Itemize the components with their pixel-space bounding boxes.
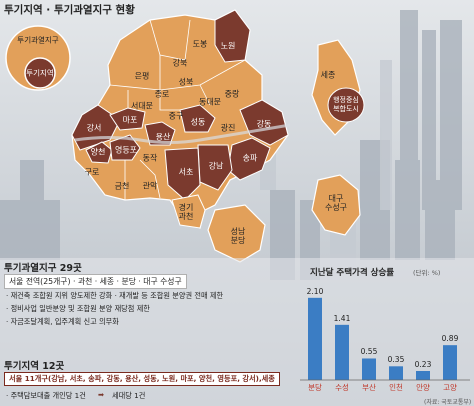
legend-speculation-circle xyxy=(24,57,56,89)
bar-category-label-2: 부산 xyxy=(362,383,376,392)
overheated-summary: 서울 전역(25개구) · 과천 · 세종 · 분당 · 대구 수성구 xyxy=(4,274,187,289)
region-shape-bundang xyxy=(207,204,266,263)
bar-2 xyxy=(362,358,376,380)
district-label-guro: 구로 xyxy=(84,167,100,177)
bar-value-label-0: 2.10 xyxy=(306,286,324,296)
chart-unit: (단위: %) xyxy=(413,269,441,277)
bar-value-label-5: 0.89 xyxy=(441,334,459,344)
district-shape-seocho xyxy=(164,147,201,201)
bar-value-label-4: 0.23 xyxy=(414,360,432,369)
district-shape-yeongdeungpo xyxy=(109,134,141,161)
district-label-dongjak: 동작 xyxy=(142,153,158,163)
district-label-yangcheon: 양천 xyxy=(90,147,106,157)
district-label-gangdong: 강동 xyxy=(256,119,272,129)
bar-category-label-1: 수성 xyxy=(335,383,349,392)
overheated-bullet-2: · 정비사업 일반분양 및 조합원 분양 재당첨 제한 xyxy=(6,304,150,313)
district-label-jungnang: 중랑 xyxy=(224,89,240,99)
bar-category-label-5: 고양 xyxy=(443,383,457,392)
district-label-dongdaemun: 동대문 xyxy=(198,97,222,107)
region-label-suseong: 대구 수성구 xyxy=(324,194,348,212)
district-shape-gangdong xyxy=(239,99,289,146)
region-shape-admin-city xyxy=(327,87,365,123)
bar-value-label-3: 0.35 xyxy=(387,355,405,365)
district-label-eunpyeong: 은평 xyxy=(134,71,150,81)
speculation-bullet-right: 세대당 1건 xyxy=(112,391,146,400)
district-label-seocho: 서초 xyxy=(178,167,194,177)
speculation-section-title: 투기지역 12곳 xyxy=(4,361,65,372)
district-label-nowon: 노원 xyxy=(220,41,236,51)
district-shape-yangcheon xyxy=(85,141,113,164)
district-label-seongbuk: 성북 xyxy=(178,77,194,87)
overheated-bullet-3: · 자금조달계획, 입주계획 신고 의무화 xyxy=(6,317,119,326)
speculation-bullet-left: · 주택담보대출 개인당 1건 xyxy=(6,391,86,400)
district-label-yeongdeungpo: 영등포 xyxy=(114,145,138,155)
source-note: (자료: 국토교통부) xyxy=(424,399,472,406)
district-shape-seongdong xyxy=(179,104,216,133)
region-label-admin-city: 행정중심 복합도시 xyxy=(333,96,359,113)
chart-title: 지난달 주택가격 상승률 xyxy=(310,268,395,278)
bar-0 xyxy=(308,297,322,380)
bar-value-label-2: 0.55 xyxy=(360,347,378,357)
price-change-bar-chart xyxy=(300,297,470,381)
region-label-bundang: 성남 분당 xyxy=(230,227,246,245)
district-label-jongno: 종로 xyxy=(154,89,170,99)
region-label-gwacheon: 경기 과천 xyxy=(178,203,194,221)
region-label-sejong: 세종 xyxy=(320,70,336,80)
bar-5 xyxy=(443,345,457,380)
legend-speculation-label: 투기지역 xyxy=(26,68,54,78)
overheated-section-title: 투기과열지구 29곳 xyxy=(4,263,82,274)
district-shape-mapo xyxy=(109,107,146,131)
arrow-icon: ➡ xyxy=(98,390,105,399)
district-label-yongsan: 용산 xyxy=(155,132,171,142)
bar-category-label-4: 안양 xyxy=(416,383,430,392)
bar-4 xyxy=(416,371,430,380)
overheated-bullet-1: · 재건축 조합원 지위 양도제한 강화 · 재개발 등 조합원 분양권 전매 … xyxy=(6,291,224,300)
district-label-mapo: 마포 xyxy=(122,115,138,125)
han-river xyxy=(74,123,291,144)
region-shape-suseong xyxy=(311,174,361,236)
bar-category-label-0: 분당 xyxy=(308,383,322,392)
district-label-gwanak: 관악 xyxy=(142,181,158,191)
district-label-gangnam: 강남 xyxy=(208,161,224,171)
district-label-songpa: 송파 xyxy=(242,153,258,163)
district-label-seongdong: 성동 xyxy=(190,117,206,127)
bar-category-label-3: 인천 xyxy=(389,383,403,392)
district-label-dobong: 도봉 xyxy=(192,39,208,49)
district-label-junggu: 중구 xyxy=(168,111,184,121)
district-label-seodaemun: 서대문 xyxy=(130,101,154,111)
district-label-geumcheon: 금천 xyxy=(114,181,130,191)
speculation-summary: 서울 11개구(강남, 서초, 송파, 강동, 용산, 성동, 노원, 마포, … xyxy=(4,372,280,386)
bar-value-label-1: 1.41 xyxy=(333,313,351,323)
page-title: 투기지역 · 투기과열지구 현황 xyxy=(4,4,135,16)
region-shape-gwacheon xyxy=(171,194,206,229)
district-label-gangseo: 강서 xyxy=(86,123,102,133)
district-label-gwangjin: 광진 xyxy=(220,123,236,133)
district-label-gangbuk: 강북 xyxy=(172,58,188,68)
legend-overheated-label: 투기과열지구 xyxy=(17,35,59,45)
bar-3 xyxy=(389,366,403,380)
bar-1 xyxy=(335,324,349,380)
